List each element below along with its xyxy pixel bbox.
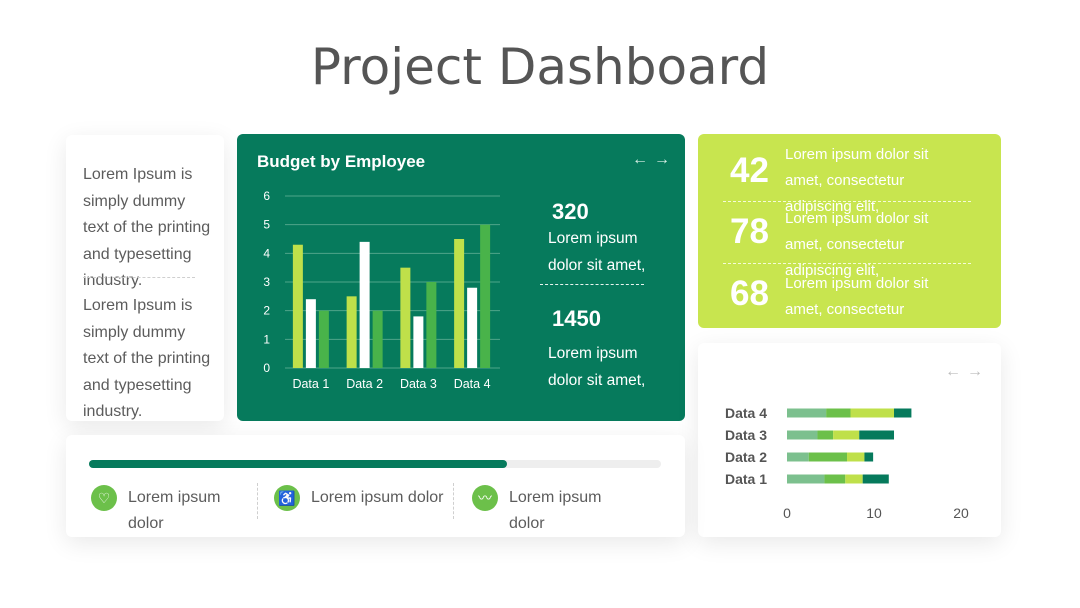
- feature-label-2: Lorem ipsum dolor: [311, 489, 444, 506]
- stat-value-1: 42: [730, 151, 769, 190]
- y-tick-label: 1: [263, 332, 270, 346]
- bar-segment: [864, 452, 874, 462]
- bar: [467, 287, 478, 368]
- bar-segment: [862, 474, 889, 484]
- bar-segment: [833, 430, 860, 440]
- stat-value-3: 68: [730, 274, 769, 313]
- bar: [413, 316, 424, 368]
- bar: [305, 299, 316, 368]
- x-tick-label: Data 3: [400, 377, 437, 391]
- feature-divider: [453, 483, 454, 519]
- bar-segment: [859, 430, 895, 440]
- y-tick-label: 3: [263, 275, 270, 289]
- intro-card: Lorem Ipsum is simply dummy text of the …: [66, 135, 224, 421]
- feature-label-1: Lorem ipsum dolor: [128, 489, 221, 532]
- bar-segment: [787, 452, 809, 462]
- bar: [454, 239, 465, 368]
- stacked-bar-card: Data 4 Data 3 Data 2 Data 1 0 10 20 ← →: [698, 343, 1001, 537]
- progress-bar: [89, 460, 661, 468]
- bar-segment: [787, 474, 825, 484]
- x-tick-label: 10: [866, 505, 882, 521]
- y-tick-label: 0: [263, 361, 270, 375]
- bar-segment: [847, 452, 865, 462]
- y-tick-label: 5: [263, 218, 270, 232]
- budget-title: Budget by Employee: [257, 152, 426, 171]
- stat-value-2: 78: [730, 212, 769, 251]
- bar-segment: [894, 408, 912, 418]
- bar-segment: [817, 430, 834, 440]
- bar-segment: [850, 408, 895, 418]
- stats-card: 42 Lorem ipsum dolor sit amet, consectet…: [698, 134, 1001, 328]
- progress-fill: [89, 460, 507, 468]
- arrow-right-icon[interactable]: →: [967, 363, 983, 380]
- kpi-value-1: 320: [552, 199, 589, 224]
- x-tick-label: Data 1: [292, 377, 329, 391]
- budget-card: 0 1 2 3 4 5 6 Data 1 Data 2 Data 3 Data 4 Budget b…: [237, 134, 685, 421]
- stat-divider: [723, 263, 971, 264]
- y-tick-label: 6: [263, 189, 270, 203]
- bar-segment: [845, 474, 863, 484]
- stat-text-3: Lorem ipsum dolor sit amet, consectetur …: [785, 275, 929, 328]
- x-tick-label: 0: [783, 505, 791, 521]
- bar: [292, 244, 303, 368]
- bar-segment: [826, 408, 851, 418]
- heart-pulse-icon: ♡: [91, 485, 117, 511]
- stacked-bar-chart: Data 4 Data 3 Data 2 Data 1 0 10 20: [725, 405, 969, 521]
- category-label: Data 3: [725, 427, 767, 443]
- arrow-left-icon[interactable]: ←: [632, 151, 648, 168]
- bar: [480, 224, 491, 368]
- kpi-divider: [540, 284, 644, 285]
- kpi-value-2: 1450: [552, 306, 601, 331]
- y-tick-label: 2: [263, 304, 270, 318]
- heartbeat-icon: 〰: [472, 485, 498, 511]
- bar-segment: [787, 408, 827, 418]
- bar: [318, 310, 329, 368]
- category-label: Data 4: [725, 405, 767, 421]
- category-label: Data 1: [725, 471, 767, 487]
- page-title: Project Dashboard: [310, 38, 770, 96]
- intro-text-2: Lorem Ipsum is simply dummy text of the …: [83, 297, 211, 420]
- stat-divider: [723, 201, 971, 202]
- progress-card: ♡ Lorem ipsum dolor ♿ Lorem ipsum dolor …: [66, 435, 685, 537]
- bar: [400, 267, 411, 368]
- kpi-text-2: Lorem ipsum dolor sit amet,: [548, 345, 646, 389]
- category-label: Data 2: [725, 449, 767, 465]
- budget-bar-chart: 0 1 2 3 4 5 6 Data 1 Data 2 Data 3 Data 4: [263, 189, 500, 391]
- stat-text-2: Lorem ipsum dolor sit amet, consectetur …: [785, 210, 929, 279]
- x-tick-label: Data 4: [454, 377, 491, 391]
- stacked-nav: ← →: [942, 363, 986, 381]
- feature-divider: [257, 483, 258, 519]
- bar-segment: [808, 452, 848, 462]
- bar: [372, 310, 383, 368]
- arrow-right-icon[interactable]: →: [654, 151, 670, 168]
- bar: [426, 282, 437, 368]
- y-tick-label: 4: [263, 246, 270, 260]
- bar: [346, 296, 357, 368]
- x-tick-label: 20: [953, 505, 969, 521]
- bar-segment: [824, 474, 846, 484]
- intro-divider: [83, 277, 195, 278]
- x-tick-label: Data 2: [346, 377, 383, 391]
- stat-text-1: Lorem ipsum dolor sit amet, consectetur …: [785, 146, 929, 215]
- feature-label-3: Lorem ipsum dolor: [509, 489, 602, 532]
- wheelchair-icon: ♿: [274, 485, 300, 511]
- bar: [359, 241, 370, 368]
- kpi-text-1: Lorem ipsum dolor sit amet,: [548, 230, 646, 274]
- intro-text-1: Lorem Ipsum is simply dummy text of the …: [83, 166, 211, 289]
- arrow-left-icon[interactable]: ←: [945, 363, 961, 380]
- budget-nav: ← →: [629, 151, 673, 169]
- bar-segment: [787, 430, 818, 440]
